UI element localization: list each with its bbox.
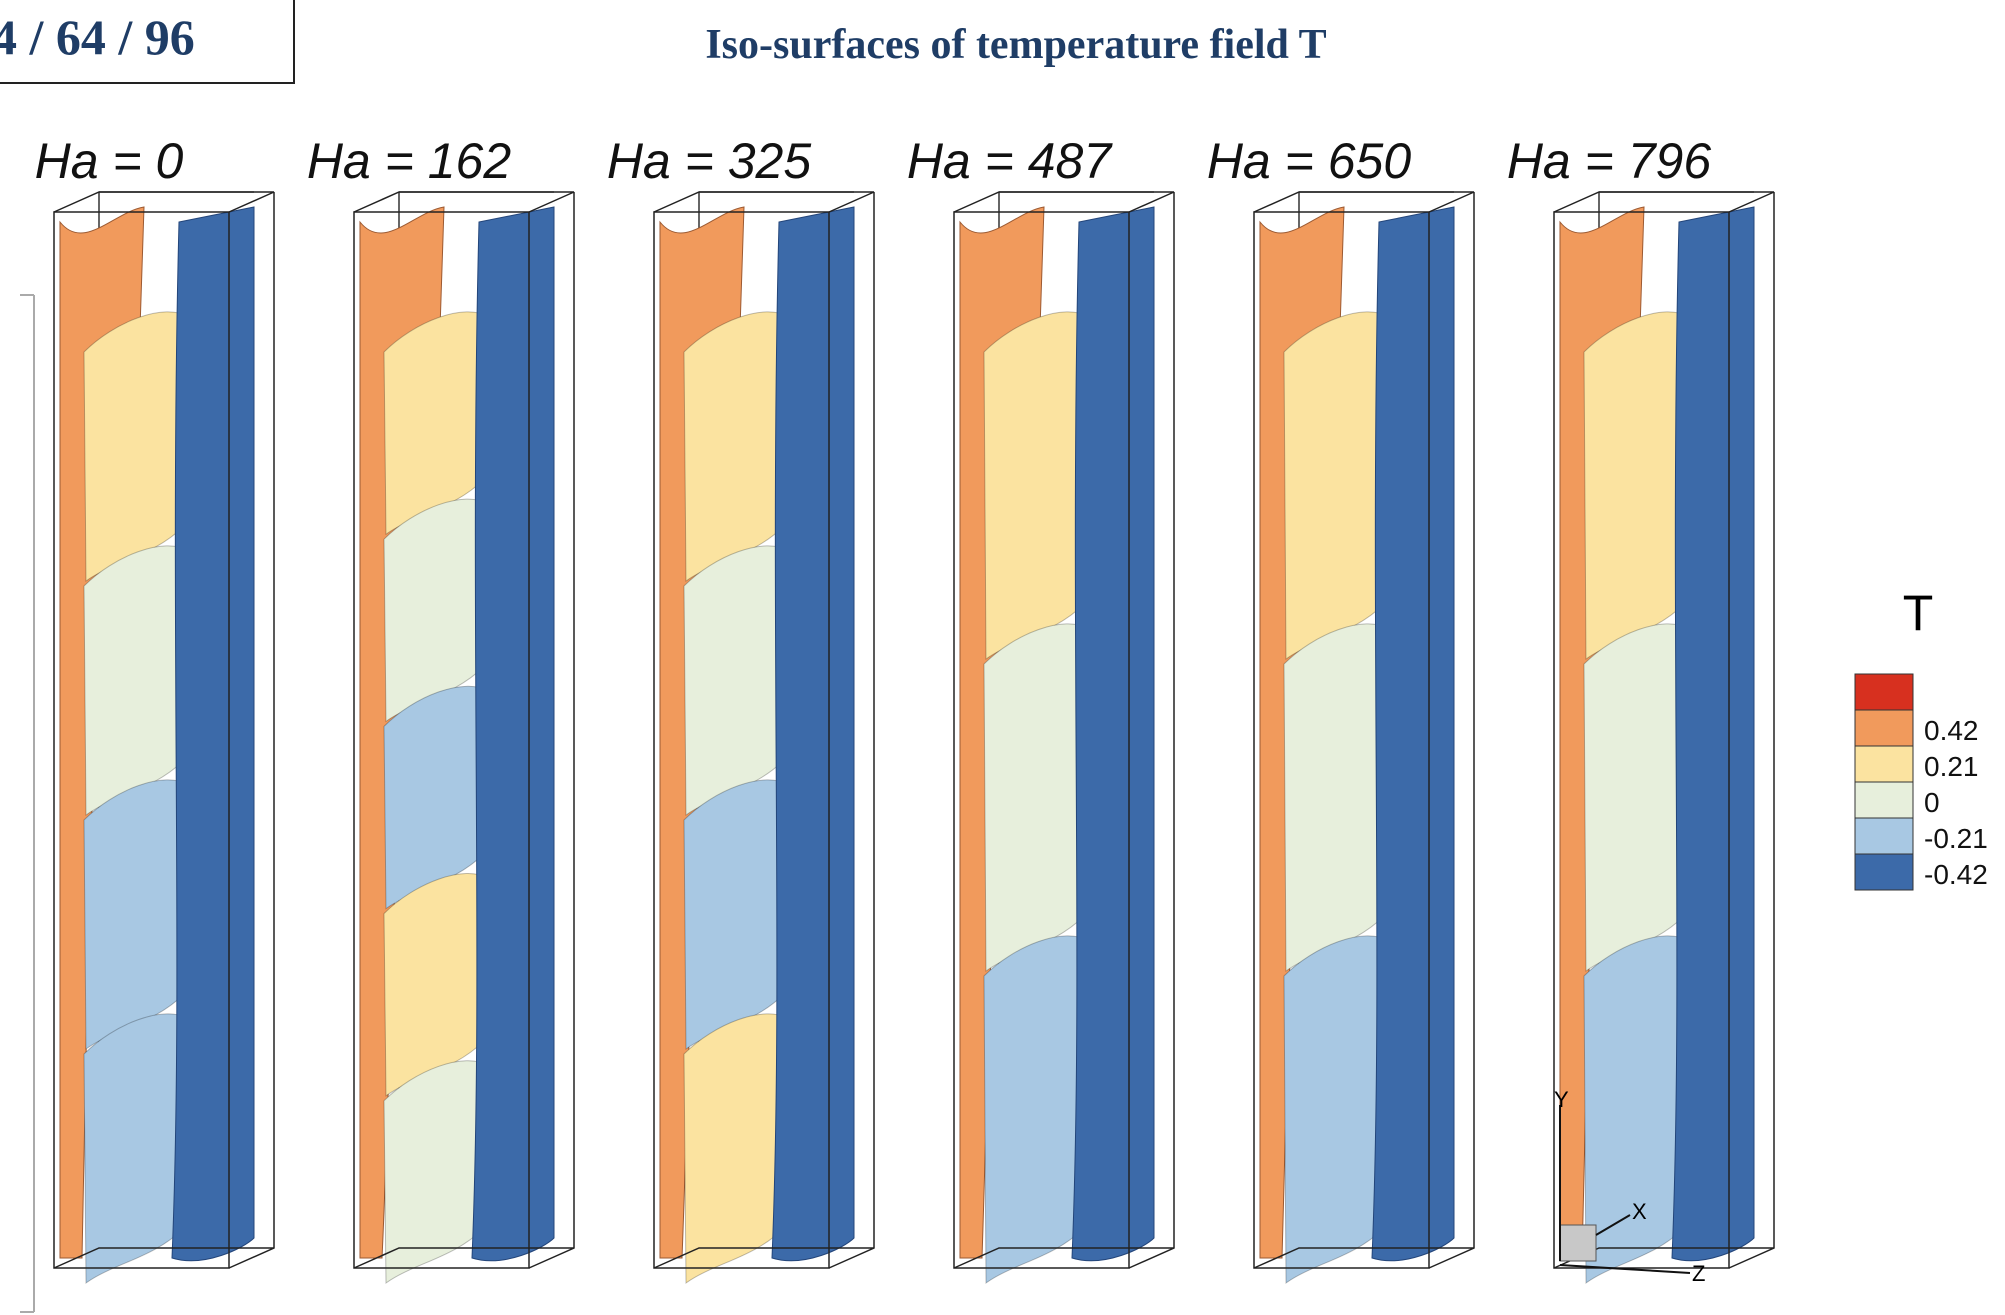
slide: {"header": {"page_label": "4 / 64 / 96",… [0,0,2005,1315]
legend-label: 0.21 [1924,751,1979,782]
iso-surface [984,312,1089,659]
iso-surface [1672,207,1754,1261]
iso-surface [1072,207,1154,1261]
iso-surface [84,780,189,1049]
legend-label: 0.42 [1924,715,1979,746]
triad-label: X [1632,1199,1647,1224]
slide-canvas: 4 / 64 / 96 Iso-surfaces of temperature … [0,0,2005,1315]
panel-label: Ha = 162 [307,133,512,189]
page-counter: 4 / 64 / 96 [0,9,195,65]
iso-surface [84,546,189,815]
legend-swatch [1855,782,1913,818]
panel-label: Ha = 0 [35,133,184,189]
iso-surface [84,312,189,581]
panel-label: Ha = 325 [607,133,812,189]
iso-surface-view [1254,192,1474,1283]
panel-label: Ha = 796 [1507,133,1712,189]
iso-surface [984,624,1089,971]
legend-label: 0 [1924,787,1940,818]
iso-surface [1284,312,1389,659]
iso-surface [172,207,254,1261]
iso-surface [1584,624,1689,971]
legend-label: -0.42 [1924,859,1988,890]
legend-title: T [1903,585,1934,641]
iso-surface [684,780,789,1049]
panel-label: Ha = 650 [1207,133,1412,189]
legend-label: -0.21 [1924,823,1988,854]
triad-label: Z [1692,1261,1705,1286]
triad-label: Y [1554,1087,1569,1112]
iso-surface [472,207,554,1261]
iso-surface-view [954,192,1174,1283]
iso-surface-view [354,192,574,1283]
panel-label: Ha = 487 [907,133,1114,189]
legend-swatch [1855,674,1913,710]
iso-surface-view [654,192,874,1283]
legend-swatch [1855,818,1913,854]
iso-surface [1372,207,1454,1261]
iso-surface [1284,624,1389,971]
iso-surface [772,207,854,1261]
iso-surface-view [54,192,274,1283]
slide-title: Iso-surfaces of temperature field T [705,22,1326,68]
triad-cube [1560,1225,1596,1261]
iso-surface [1584,312,1689,659]
iso-surface-view [1554,192,1774,1283]
iso-surface [684,312,789,581]
legend-swatch [1855,710,1913,746]
iso-surface [684,546,789,815]
legend-swatch [1855,854,1913,890]
legend-swatch [1855,746,1913,782]
